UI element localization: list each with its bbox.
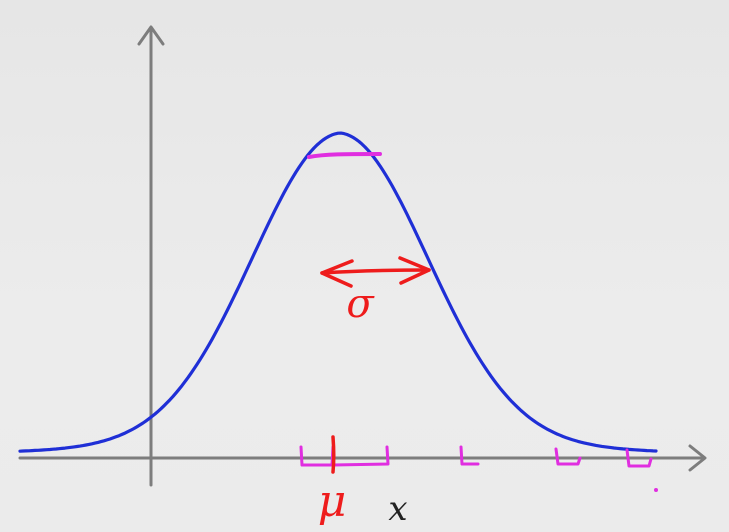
data-point-tick [625, 448, 653, 468]
sigma-arrow-left-head [320, 259, 354, 288]
arrow-right-icon [688, 444, 707, 472]
arrow-up-icon [137, 25, 165, 46]
sigma-arrow-shaft [320, 268, 431, 275]
mu-label: μ [318, 476, 347, 527]
data-point-dot [654, 488, 658, 492]
data-point-tick [554, 447, 582, 466]
double-arrow-icon [320, 256, 431, 288]
data-point-tick [299, 445, 335, 467]
data-point-tick [331, 445, 390, 467]
sigma-arrow-right-head [398, 256, 431, 285]
data-point-ticks [299, 445, 658, 492]
sigma-label: σ [346, 281, 375, 327]
gaussian-curve [18, 131, 658, 453]
mean-tick [331, 435, 336, 474]
peak-mark [307, 152, 382, 159]
x-axis-label: x [388, 489, 407, 529]
data-point-tick [459, 445, 480, 466]
axes [18, 25, 707, 487]
